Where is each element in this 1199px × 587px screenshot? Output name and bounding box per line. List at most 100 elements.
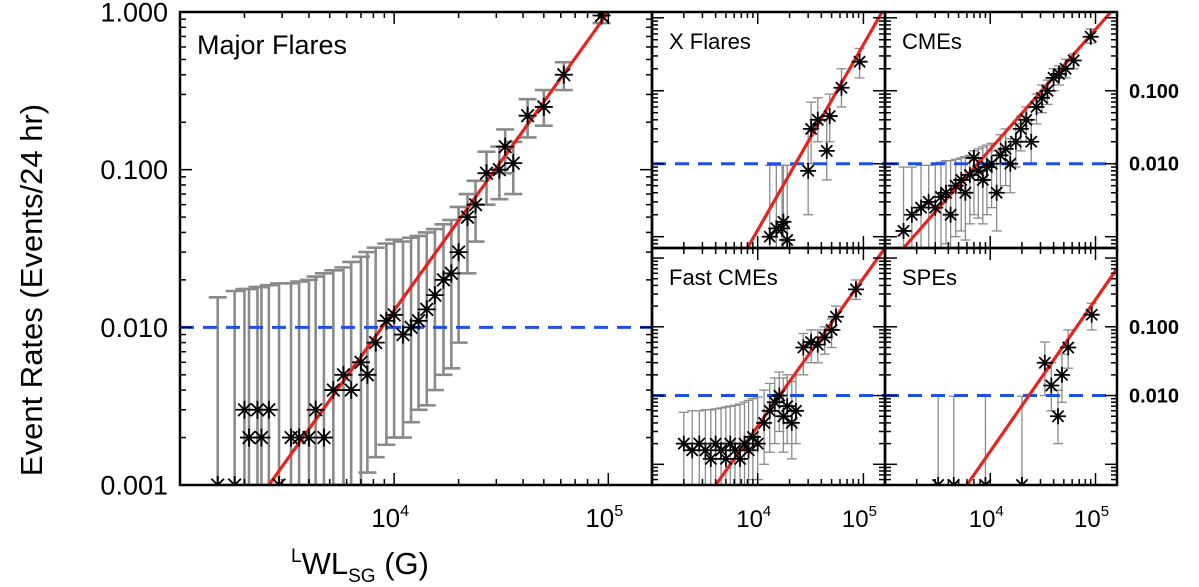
data-point xyxy=(827,308,844,325)
data-point xyxy=(496,137,515,156)
data-point xyxy=(756,414,773,431)
data-point xyxy=(930,477,947,485)
data-point xyxy=(490,160,509,179)
y-tick-label: 0.010 xyxy=(1129,386,1179,408)
data-point xyxy=(449,243,468,262)
data-point xyxy=(377,311,396,330)
data-point xyxy=(727,442,744,459)
fit-line xyxy=(267,12,610,485)
y-tick-label: 0.001 xyxy=(100,470,168,500)
fit-line xyxy=(746,12,884,248)
data-point xyxy=(425,286,444,305)
x-tick-label: 105 xyxy=(842,504,877,533)
data-point xyxy=(771,387,788,404)
data-point xyxy=(290,428,309,447)
panel-fastcmes: Fast CMEs 104 105 xyxy=(650,246,887,533)
data-point xyxy=(1007,133,1024,150)
data-point xyxy=(965,149,982,166)
data-point xyxy=(779,398,796,415)
y-tick-label: 0.100 xyxy=(1129,81,1179,103)
data-point xyxy=(417,300,436,319)
data-point xyxy=(1083,306,1100,323)
data-point xyxy=(1036,354,1053,371)
data-point xyxy=(1082,28,1099,45)
data-point xyxy=(534,97,553,116)
data-point xyxy=(1049,408,1066,425)
y-tick-label: 1.000 xyxy=(100,0,168,27)
fit-line xyxy=(902,12,1113,248)
y-tick-label: 0.010 xyxy=(100,313,168,343)
data-point xyxy=(787,402,804,419)
data-point xyxy=(259,400,278,419)
data-point xyxy=(749,435,766,452)
data-point xyxy=(518,106,537,125)
panel-major: Major Flares 1.000 0.100 0.010 0.001 104 105 xyxy=(100,0,654,533)
data-point xyxy=(270,476,289,485)
x-tick-label: 104 xyxy=(969,504,1004,533)
y-tick-label: 0.010 xyxy=(1129,154,1179,176)
data-point xyxy=(248,400,267,419)
data-point xyxy=(913,199,930,216)
data-point xyxy=(458,208,477,227)
data-point xyxy=(818,142,835,159)
data-point xyxy=(342,381,361,400)
x-tick-label: 105 xyxy=(585,502,623,533)
data-point xyxy=(314,428,333,447)
x-tick-label: 104 xyxy=(371,502,409,533)
y-ticks xyxy=(885,17,1117,249)
data-point xyxy=(761,402,778,419)
chart-panels: Major Flares 1.000 0.100 0.010 0.001 104 105 X … xyxy=(100,0,1179,533)
x-axis-label-prefix: L xyxy=(291,546,302,567)
panel-title: SPEs xyxy=(902,265,957,290)
plot-area xyxy=(652,12,885,248)
data-point xyxy=(675,435,692,452)
data-point xyxy=(1002,155,1019,172)
panel-title: Fast CMEs xyxy=(669,265,778,290)
panel-frame xyxy=(178,10,654,487)
plot-area xyxy=(885,12,1117,248)
data-point xyxy=(779,232,796,248)
data-point xyxy=(800,162,817,179)
data-point xyxy=(938,184,955,201)
data-point xyxy=(744,428,761,445)
panel-title: CMEs xyxy=(902,29,962,54)
plot-area xyxy=(885,267,1117,485)
panel-cmes: CMEs 0.100 0.010 xyxy=(883,10,1179,250)
data-point xyxy=(953,171,970,188)
data-point xyxy=(409,311,428,330)
data-point xyxy=(358,365,377,384)
data-point xyxy=(833,79,850,96)
data-point xyxy=(324,381,343,400)
data-point xyxy=(816,329,833,346)
y-tick-label: 0.100 xyxy=(100,155,168,185)
data-point xyxy=(366,333,385,352)
data-point xyxy=(697,442,714,459)
data-point xyxy=(1065,52,1082,69)
data-point xyxy=(702,450,719,467)
data-point xyxy=(988,184,1005,201)
data-point xyxy=(803,120,820,137)
data-point xyxy=(740,442,757,459)
data-point xyxy=(252,428,271,447)
data-point xyxy=(466,195,485,214)
plot-area xyxy=(652,248,885,485)
y-ticks xyxy=(885,257,1117,486)
data-point xyxy=(1023,133,1040,150)
data-point xyxy=(351,353,370,372)
fit-line xyxy=(965,267,1117,485)
panel-title: Major Flares xyxy=(197,30,347,60)
data-point xyxy=(334,365,353,384)
data-point xyxy=(821,108,838,125)
data-point xyxy=(1039,82,1056,99)
data-point xyxy=(554,65,573,84)
data-point xyxy=(208,476,227,485)
y-ticks xyxy=(180,11,652,486)
data-point xyxy=(942,206,959,223)
data-point xyxy=(1043,377,1060,394)
data-point xyxy=(225,476,244,485)
data-point xyxy=(823,321,840,338)
data-point xyxy=(783,414,800,431)
panel-title: X Flares xyxy=(669,29,751,54)
x-axis-label-subscript: SG xyxy=(348,566,375,587)
